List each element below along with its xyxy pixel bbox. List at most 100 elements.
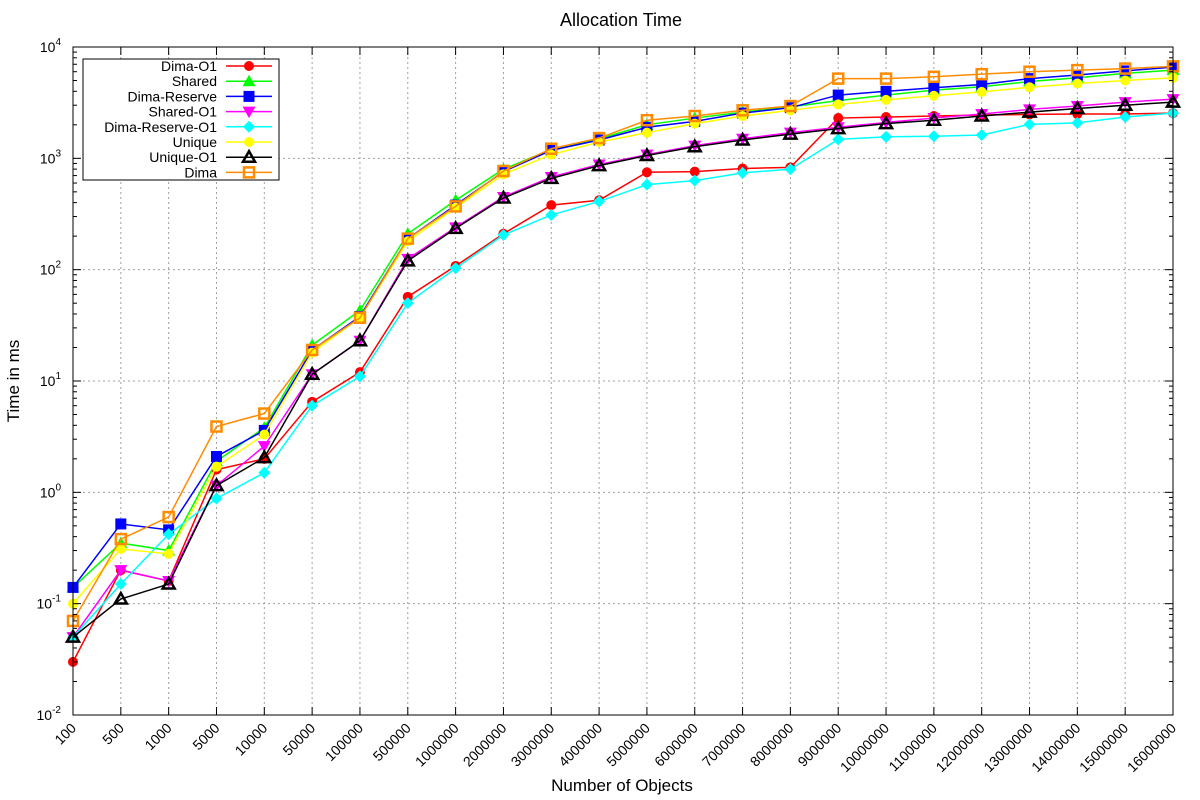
y-tick-exponent: 0: [55, 482, 61, 493]
data-point-unique: [976, 86, 987, 97]
data-point-dima-reserve: [641, 121, 653, 133]
data-point-dima-reserve-o1: [688, 174, 701, 187]
x-tick-label: 16000000: [1124, 720, 1180, 776]
data-point-dima-reserve: [928, 82, 940, 94]
data-point-unique: [1120, 75, 1131, 86]
data-point-dima: [162, 510, 175, 524]
data-point-unique-o1: [447, 219, 464, 235]
legend: Dima-O1SharedDima-ReserveShared-O1Dima-R…: [82, 58, 280, 181]
y-tick-label: 10-1: [37, 594, 62, 612]
y-tick-label: 104: [40, 37, 62, 55]
y-tick-label: 101: [40, 371, 62, 389]
legend-label: Dima-Reserve-O1: [104, 119, 217, 135]
legend-marker: [243, 90, 255, 102]
x-tick-label: 5000: [189, 720, 222, 753]
data-point-dima: [545, 142, 558, 155]
data-point-unique-o1: [925, 111, 943, 126]
x-tick-label: 7000000: [699, 720, 749, 770]
data-point-unique-o1: [303, 365, 321, 380]
data-point-dima-reserve: [1119, 65, 1131, 77]
legend-item: Dima-Reserve-O1: [104, 119, 272, 135]
data-point-unique: [833, 99, 844, 110]
legend-marker: [242, 106, 256, 119]
data-point-dima: [975, 67, 988, 81]
legend-label: Dima-O1: [161, 58, 217, 74]
y-tick-exponent: 3: [55, 148, 61, 159]
data-point-shared-o1: [401, 253, 415, 266]
series-line-dima: [72, 65, 1174, 622]
data-point-dima-reserve-o1: [1023, 118, 1036, 131]
x-tick-label: 5000000: [603, 720, 653, 770]
data-point-dima-reserve: [1024, 73, 1036, 85]
data-point-unique: [211, 461, 222, 472]
legend-marker: [242, 166, 256, 179]
data-point-dima-reserve-o1: [784, 163, 797, 176]
data-point-dima-reserve-o1: [162, 528, 175, 541]
data-point-dima: [736, 104, 749, 117]
data-point-dima: [1118, 62, 1132, 75]
data-point-dima-reserve-o1: [1119, 111, 1132, 124]
data-point-dima: [401, 232, 415, 245]
data-point-shared-o1: [114, 565, 128, 577]
series-unique: [68, 72, 1178, 609]
y-tick-exponent: 1: [55, 371, 61, 382]
legend-label: Shared: [172, 73, 217, 89]
data-point-dima-reserve-o1: [1071, 116, 1084, 129]
data-point-dima: [1071, 63, 1084, 77]
data-point-unique: [115, 543, 126, 554]
data-point-dima-reserve: [976, 79, 988, 91]
x-tick-label: 2000000: [460, 720, 510, 770]
chart-title: Allocation Time: [560, 10, 682, 30]
x-tick-label: 3000000: [508, 720, 558, 770]
data-point-unique-o1: [1021, 103, 1038, 118]
x-tick-label: 100: [51, 720, 79, 748]
data-point-unique-o1: [1117, 96, 1134, 111]
x-tick-label: 1000000: [412, 720, 462, 770]
x-tick-label: 10000: [232, 720, 271, 759]
x-tick-label: 10000000: [837, 720, 893, 776]
data-point-dima-o1: [402, 291, 413, 302]
series-line-dima-reserve-o1: [72, 112, 1174, 638]
data-point-unique-o1: [160, 575, 177, 590]
series-line-shared: [72, 69, 1174, 588]
data-point-dima-o1: [689, 166, 700, 177]
data-point-unique: [1072, 78, 1083, 89]
legend-label: Dima: [184, 164, 217, 180]
x-tick-label: 11000000: [885, 720, 940, 775]
data-point-dima-reserve: [115, 518, 127, 530]
x-tick-label: 100000: [322, 720, 366, 764]
y-tick-label: 103: [40, 148, 62, 166]
y-tick-label: 100: [40, 482, 62, 500]
data-point-unique: [259, 429, 270, 440]
data-point-unique: [1024, 82, 1035, 93]
series-dima-o1: [68, 108, 1178, 667]
x-tick-label: 500: [99, 720, 127, 748]
x-tick-label: 8000000: [747, 720, 797, 770]
legend-marker: [242, 74, 256, 87]
data-point-dima-reserve-o1: [353, 370, 366, 383]
grid: [73, 47, 1173, 715]
data-point-shared-o1: [1070, 101, 1084, 113]
data-point-shared-o1: [257, 441, 271, 453]
data-point-dima-reserve-o1: [880, 130, 893, 143]
y-tick-label: 102: [40, 260, 62, 278]
data-point-unique-o1: [686, 138, 703, 153]
series-line-unique-o1: [72, 101, 1174, 638]
data-point-dima-reserve-o1: [832, 133, 845, 146]
series-line-unique: [72, 76, 1174, 605]
data-point-unique-o1: [590, 157, 608, 172]
data-point-unique: [163, 548, 174, 559]
legend-label: Unique: [173, 134, 218, 150]
data-point-unique-o1: [877, 115, 895, 130]
series-dima: [66, 60, 1180, 628]
data-point-dima: [353, 311, 367, 324]
data-point-unique-o1: [782, 125, 799, 140]
x-axis-label: Number of Objects: [551, 776, 693, 795]
data-point-dima-reserve-o1: [975, 129, 988, 142]
data-point-unique: [641, 127, 652, 138]
legend-marker: [244, 137, 254, 147]
data-point-unique-o1: [830, 120, 847, 135]
data-point-dima-reserve-o1: [306, 399, 319, 412]
x-tick-label: 6000000: [651, 720, 701, 770]
